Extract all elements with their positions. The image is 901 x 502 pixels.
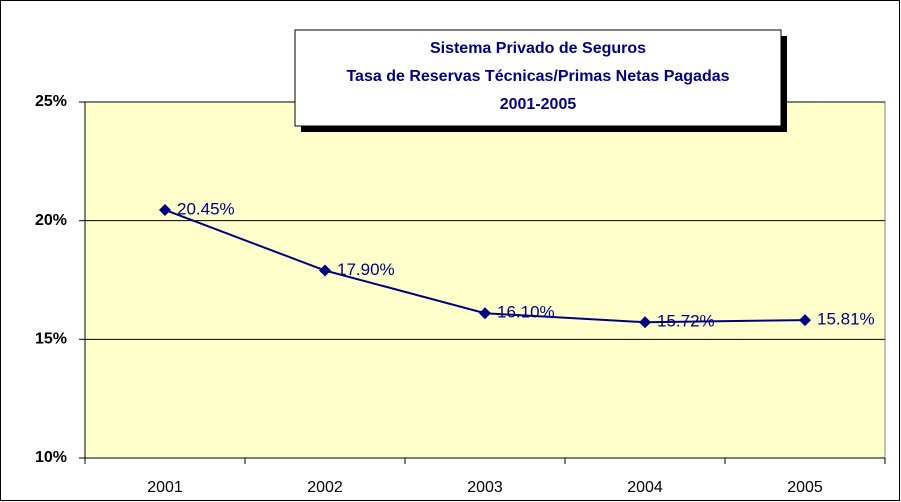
data-label: 15.72% [657,312,715,331]
marker [319,264,331,277]
marker [799,314,811,327]
chart-title: Sistema Privado de Seguros [430,40,646,57]
y-tick-label: 25% [35,93,67,110]
data-label: 20.45% [177,199,235,218]
marker [639,316,651,329]
y-tick-label: 10% [35,449,67,466]
title-box [294,29,782,127]
x-tick-label: 2003 [467,479,503,496]
x-tick-label: 2002 [307,479,343,496]
data-label: 16.10% [497,303,555,322]
marker [479,307,491,320]
data-label: 15.81% [817,310,875,329]
x-tick-label: 2005 [787,479,823,496]
x-tick-label: 2004 [627,479,663,496]
x-tick-label: 2001 [147,479,183,496]
marker [159,203,171,216]
plot-area [84,101,886,459]
y-tick-label: 20% [35,212,67,229]
chart-title: 2001-2005 [500,96,577,113]
y-tick-label: 15% [35,331,67,348]
chart-title: Tasa de Reservas Técnicas/Primas Netas P… [346,68,729,85]
data-label: 17.90% [337,260,395,279]
